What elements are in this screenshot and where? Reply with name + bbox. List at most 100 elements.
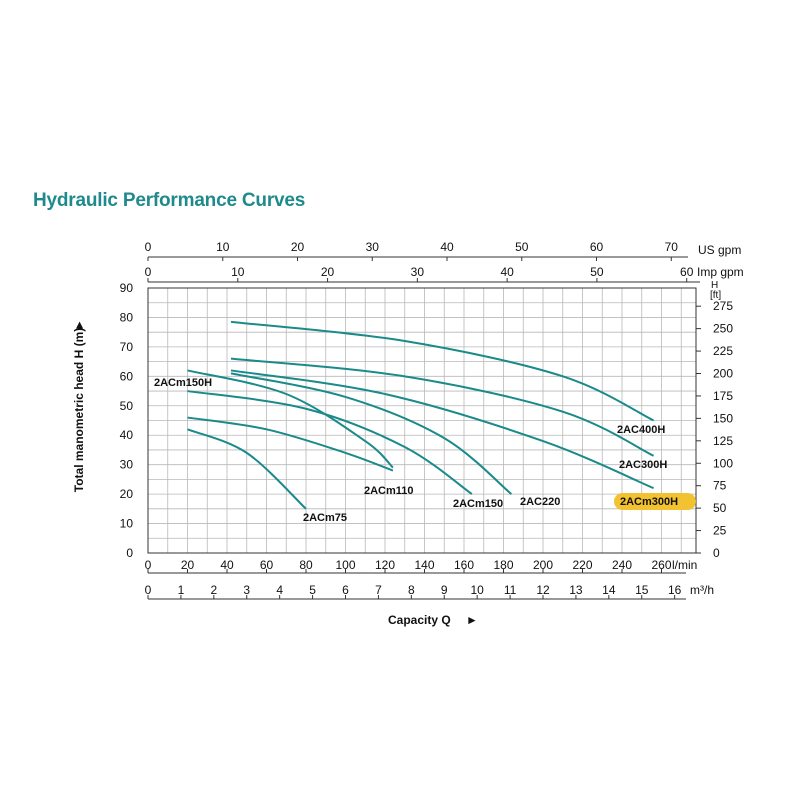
lpm-tick-label: 80	[299, 558, 313, 572]
impgpm-tick-label: 40	[500, 265, 514, 279]
impgpm-tick-label: 30	[411, 265, 425, 279]
curve-2acm150h	[187, 369, 394, 469]
lpm-tick-label: 220	[572, 558, 592, 572]
y-axis-title: Total manometric head H (m)	[72, 328, 86, 492]
performance-curves	[187, 320, 655, 510]
m3h-tick-label: 11	[504, 583, 517, 597]
head-ft-tick-label: 75	[713, 479, 727, 493]
usgpm-tick-label: 30	[366, 240, 380, 254]
label-2acm110: 2ACm110	[364, 485, 414, 497]
usgpm-tick-label: 60	[590, 240, 604, 254]
curve-2acm300h	[230, 369, 654, 490]
m3h-tick-label: 2	[210, 583, 217, 597]
lpm-tick-label: 180	[493, 558, 513, 572]
m3h-tick-label: 10	[470, 583, 484, 597]
m3h-tick-label: 13	[569, 583, 583, 597]
impgpm-tick-label: 60	[680, 265, 694, 279]
label-2ac220: 2AC220	[520, 496, 560, 508]
head-ft-tick-label: 175	[713, 389, 733, 403]
m3h-tick-label: 7	[375, 583, 382, 597]
label-2ac400h: 2AC400H	[617, 424, 665, 436]
label-2acm150: 2ACm150	[453, 498, 503, 510]
series-labels: 2ACm75 2ACm110 2ACm150H 2ACm150 2AC220 2ACm30…	[154, 377, 696, 524]
head-m-tick-label: 60	[120, 369, 134, 383]
curve-2acm75	[187, 428, 307, 510]
lpm-tick-label: 240	[612, 558, 632, 572]
m3h-tick-label: 15	[635, 583, 649, 597]
impgpm-tick-label: 0	[145, 265, 152, 279]
head-ft-unit-h: H	[711, 280, 718, 291]
curve-2ac400h	[230, 320, 655, 422]
curve-2acm110	[187, 416, 394, 472]
label-2ac300h: 2AC300H	[619, 459, 667, 471]
lpm-tick-label: 0	[145, 558, 152, 572]
head-m-tick-label: 50	[120, 399, 134, 413]
m3h-tick-label: 1	[178, 583, 185, 597]
chart-title: Hydraulic Performance Curves	[33, 190, 306, 211]
lpm-tick-label: 40	[220, 558, 234, 572]
usgpm-unit: US gpm	[698, 243, 741, 257]
lpm-tick-label: 20	[181, 558, 195, 572]
m3h-tick-label: 5	[309, 583, 316, 597]
impgpm-tick-label: 20	[321, 265, 335, 279]
left-axis-head-m: 0 10 20 30 40 50 60 70 80 90	[120, 281, 134, 560]
m3h-tick-label: 16	[668, 583, 682, 597]
usgpm-tick-label: 70	[665, 240, 679, 254]
head-m-tick-label: 70	[120, 340, 134, 354]
label-2acm150h: 2ACm150H	[154, 377, 212, 389]
m3h-tick-label: 4	[276, 583, 283, 597]
head-ft-tick-label: 225	[713, 344, 733, 358]
m3h-tick-label: 12	[536, 583, 550, 597]
head-m-tick-label: 20	[120, 487, 134, 501]
label-2acm75: 2ACm75	[303, 512, 347, 524]
head-ft-tick-label: 50	[713, 501, 727, 515]
lpm-tick-label: 120	[375, 558, 395, 572]
lpm-tick-label: 200	[533, 558, 553, 572]
head-ft-tick-label: 275	[713, 299, 733, 313]
grid	[148, 288, 696, 553]
highlight-badge	[614, 493, 696, 510]
impgpm-unit: Imp gpm	[697, 265, 744, 279]
x-axis-title: Capacity Q	[388, 613, 451, 627]
lpm-tick-label: 160	[454, 558, 474, 572]
lpm-tick-label: 260	[651, 558, 671, 572]
usgpm-tick-label: 0	[145, 240, 152, 254]
y-axis-title-arrow: ►	[72, 319, 86, 331]
usgpm-tick-label: 20	[291, 240, 305, 254]
lpm-tick-label: 140	[414, 558, 434, 572]
m3h-unit: m³/h	[690, 583, 714, 597]
impgpm-tick-label: 50	[590, 265, 604, 279]
usgpm-tick-label: 10	[216, 240, 230, 254]
head-ft-tick-label: 100	[713, 456, 733, 470]
x-axis-title-arrow: ►	[466, 613, 478, 627]
head-ft-tick-label: 200	[713, 367, 733, 381]
m3h-tick-label: 8	[408, 583, 415, 597]
usgpm-tick-label: 40	[440, 240, 454, 254]
usgpm-tick-label: 50	[515, 240, 529, 254]
head-m-tick-label: 80	[120, 310, 134, 324]
head-m-tick-label: 10	[120, 517, 134, 531]
curve-2ac300h	[230, 357, 655, 457]
curve-2ac220	[230, 372, 513, 495]
label-2acm300h: 2ACm300H	[620, 496, 678, 508]
impgpm-tick-label: 10	[231, 265, 245, 279]
head-m-tick-label: 40	[120, 428, 134, 442]
m3h-tick-label: 6	[342, 583, 349, 597]
right-axis-head-ft: 0 25 50 75 100 125 150 175 200 225 250 275 H[ft]	[696, 280, 733, 560]
head-m-tick-label: 0	[126, 546, 133, 560]
m3h-tick-label: 3	[243, 583, 250, 597]
lpm-tick-label: 60	[260, 558, 274, 572]
head-m-tick-label: 30	[120, 458, 134, 472]
lpm-unit: l/min	[672, 558, 697, 572]
head-ft-tick-label: 150	[713, 411, 733, 425]
lpm-tick-label: 100	[335, 558, 355, 572]
plot-frame	[147, 287, 697, 554]
head-ft-unit-ft: [ft]	[710, 290, 721, 301]
head-ft-tick-label: 250	[713, 322, 733, 336]
m3h-tick-label: 14	[602, 583, 616, 597]
head-m-tick-label: 90	[120, 281, 134, 295]
m3h-tick-label: 0	[145, 583, 152, 597]
curve-2acm150	[187, 390, 473, 495]
